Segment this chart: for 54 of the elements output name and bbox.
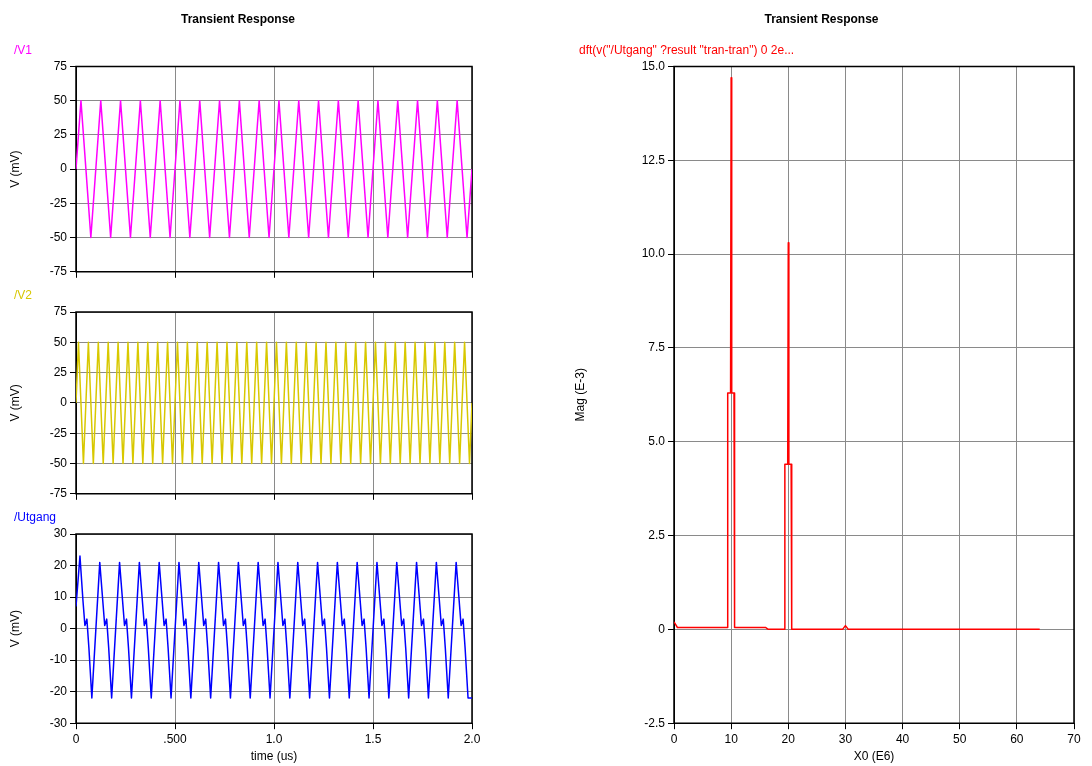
x-tick-label: 0 (670, 731, 678, 746)
x-tick-label: 70 (1067, 731, 1081, 746)
y-tick-label: 50 (53, 334, 68, 349)
y-tick-label: -10 (49, 652, 68, 667)
x-tick-label: 1.5 (364, 731, 382, 746)
y-tick-label: 25 (53, 364, 68, 379)
x-tick-label: 0 (72, 731, 80, 746)
y-tick-label: 5.0 (648, 434, 666, 449)
y-tick-label: 75 (53, 304, 68, 319)
y-tick-label: -75 (49, 486, 68, 501)
y-tick-label: -2.5 (644, 715, 666, 730)
chart-title: Transient Response (180, 11, 296, 26)
x-axis-title: time (us) (250, 749, 298, 764)
x-tick-label: 20 (781, 731, 796, 746)
y-tick-label: -50 (49, 229, 68, 244)
y-tick-label: 20 (53, 557, 68, 572)
x-tick-label: 1.0 (265, 731, 283, 746)
y-tick-label: 12.5 (641, 152, 666, 167)
text: dft(v("/Utgang" ?result "tran-tran") 0 2e... (579, 42, 795, 57)
y-axis-title: Mag (E-3) (572, 368, 587, 422)
y-tick-label: 30 (53, 526, 68, 541)
y-axis-title: V (mV) (7, 384, 22, 422)
y-tick-label: 0 (60, 620, 68, 635)
y-tick-label: 10.0 (641, 246, 666, 261)
text: /Utgang (14, 510, 57, 525)
y-tick-label: 0 (60, 161, 68, 176)
x-tick-label: 40 (895, 731, 910, 746)
y-tick-label: 25 (53, 127, 68, 142)
y-tick-label: -25 (49, 195, 68, 210)
y-tick-label: 2.5 (648, 527, 666, 542)
y-tick-label: -20 (49, 683, 68, 698)
y-tick-label: 10 (53, 589, 68, 604)
y-tick-label: -50 (49, 455, 68, 470)
x-axis-title: X0 (E6) (853, 749, 895, 764)
y-tick-label: -25 (49, 425, 68, 440)
text: /V1 (14, 42, 33, 57)
y-axis-title: V (mV) (7, 150, 22, 188)
x-tick-label: 60 (1010, 731, 1024, 746)
text: /V2 (14, 288, 33, 303)
x-tick-label: 30 (838, 731, 853, 746)
chart-title: Transient Response (764, 11, 879, 26)
x-tick-label: 50 (953, 731, 967, 746)
y-tick-label: 0 (60, 395, 68, 410)
y-tick-label: -30 (49, 715, 68, 730)
x-tick-label: 10 (724, 731, 739, 746)
y-tick-label: 75 (53, 58, 68, 73)
y-tick-label: 0 (658, 621, 666, 636)
y-axis-title: V (mV) (7, 609, 22, 648)
y-tick-label: 50 (53, 92, 68, 107)
x-tick-label: .500 (163, 731, 187, 746)
y-tick-label: 7.5 (648, 340, 666, 355)
y-tick-label: 15.0 (641, 58, 666, 73)
y-tick-label: -75 (49, 264, 68, 279)
x-tick-label: 2.0 (463, 731, 481, 746)
